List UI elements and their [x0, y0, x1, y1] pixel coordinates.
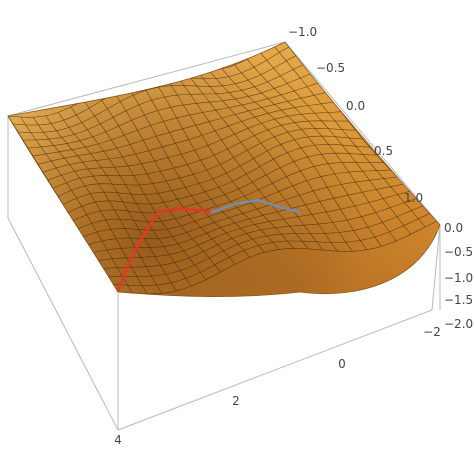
- surface-mesh: [8, 42, 440, 295]
- mesh-line-u: [246, 59, 397, 242]
- x-tick-label: −2: [423, 325, 441, 339]
- box-edge-bottom-front: [117, 309, 433, 431]
- mesh-line-v: [107, 204, 427, 277]
- mesh-line-u: [196, 70, 338, 252]
- box-edge-top-right: [284, 41, 441, 226]
- mesh-line-v: [72, 152, 377, 221]
- mesh-line-u: [234, 64, 382, 247]
- trajectory-red: [116, 206, 214, 292]
- box-edge-top-back: [7, 41, 286, 117]
- y-tick-label: −0.5: [316, 61, 345, 75]
- mesh-line-v: [87, 176, 398, 245]
- z-tick-label: −0.5: [444, 245, 473, 259]
- mesh-line-u: [171, 68, 309, 250]
- bounding-box: [7, 41, 441, 431]
- mesh-line-u: [209, 70, 353, 252]
- mesh-line-v: [92, 183, 405, 253]
- z-tick-label: −2.0: [444, 317, 473, 331]
- box-edge-right-vertical: [431, 224, 441, 311]
- y-tick-label: 0.0: [346, 99, 365, 113]
- box-edge-bottom-left: [7, 217, 119, 431]
- mesh-line-v: [67, 144, 370, 213]
- trajectory-paths: [116, 198, 302, 292]
- y-tick-label: −1.0: [288, 25, 317, 39]
- mesh-line-u: [184, 69, 324, 251]
- mesh-line-u: [221, 68, 368, 250]
- z-tick-label: 0.0: [444, 221, 463, 235]
- y-tick-label: 0.5: [374, 144, 393, 158]
- mesh-line-v: [112, 211, 434, 286]
- mesh-line-v: [97, 190, 412, 261]
- tick-labels: −1.0 −0.5 0.0 0.5 1.0 0.0 −0.5 −1.0 −1.5 −2.0 4 2 0 −…: [114, 25, 473, 447]
- x-tick-label: 2: [232, 394, 240, 408]
- mesh-line-u: [158, 68, 294, 249]
- mesh-line-v: [117, 219, 440, 295]
- mesh-line-v: [82, 169, 391, 237]
- mesh-line-v: [77, 161, 384, 229]
- mesh-line-v: [62, 135, 363, 205]
- mesh-line-v: [102, 197, 419, 269]
- z-tick-label: −1.5: [444, 293, 473, 307]
- y-tick-label: 1.0: [404, 191, 423, 205]
- trajectory-blue: [210, 198, 302, 214]
- x-tick-label: 0: [338, 357, 346, 371]
- z-tick-label: −1.0: [444, 271, 473, 285]
- x-tick-label: 4: [114, 433, 122, 447]
- mesh-line-u: [272, 44, 426, 228]
- mesh-line-u: [259, 51, 411, 235]
